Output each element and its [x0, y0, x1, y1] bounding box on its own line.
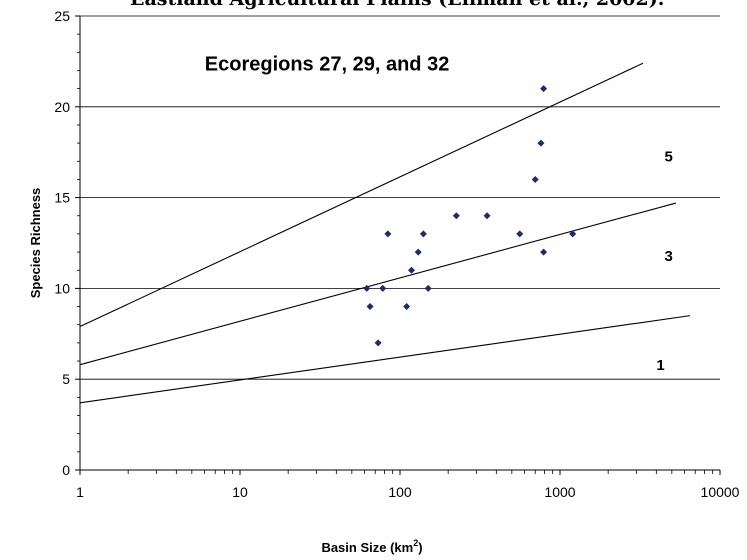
data-point	[414, 248, 422, 256]
x-axis-title-main: Basin Size (km	[321, 540, 413, 555]
x-tick-label: 1	[76, 484, 84, 500]
data-point	[384, 230, 392, 238]
data-point	[419, 230, 427, 238]
data-point	[374, 339, 382, 347]
x-tick-label: 10	[232, 484, 248, 500]
x-axis-title: Basin Size (km2)	[321, 538, 422, 555]
trend-line	[79, 62, 644, 328]
annotation-ecoregions: Ecoregions 27, 29, and 32	[205, 53, 450, 75]
y-tick-label: 20	[54, 99, 70, 115]
data-point	[403, 303, 411, 311]
data-point	[531, 175, 539, 183]
caption-fragment: Eastland Agricultural Plains (Ellman et …	[130, 0, 664, 10]
x-axis-title-sup: 2	[413, 538, 418, 548]
annotation-one: 1	[656, 357, 664, 374]
annotation-five: 5	[665, 148, 673, 165]
axes	[75, 15, 721, 475]
data-point	[379, 284, 387, 292]
y-tick-label: 0	[62, 462, 70, 478]
grid-lines	[80, 15, 720, 380]
data-points	[363, 85, 577, 347]
data-point	[540, 248, 548, 256]
data-point	[366, 303, 374, 311]
x-tick-label: 1000	[544, 484, 575, 500]
annotations: Ecoregions 27, 29, and 32 5 3 1	[205, 53, 673, 374]
data-point	[424, 284, 432, 292]
data-point	[363, 284, 371, 292]
x-tick-label: 100	[388, 484, 412, 500]
y-tick-label: 10	[54, 280, 70, 296]
x-axis-title-close: )	[418, 540, 422, 555]
x-tick-label: 10000	[701, 484, 740, 500]
data-point	[516, 230, 524, 238]
data-point	[452, 212, 460, 220]
data-point	[483, 212, 491, 220]
trend-line	[79, 202, 677, 366]
y-tick-label: 5	[62, 371, 70, 387]
annotation-three: 3	[665, 248, 673, 265]
y-tick-label: 25	[54, 8, 70, 24]
y-axis-title: Species Richness	[28, 188, 43, 299]
trend-line	[79, 315, 691, 404]
data-point	[537, 139, 545, 147]
data-point	[540, 85, 548, 93]
trend-lines	[79, 62, 691, 404]
y-tick-label: 15	[54, 190, 70, 206]
data-point	[408, 266, 416, 274]
data-point	[569, 230, 577, 238]
